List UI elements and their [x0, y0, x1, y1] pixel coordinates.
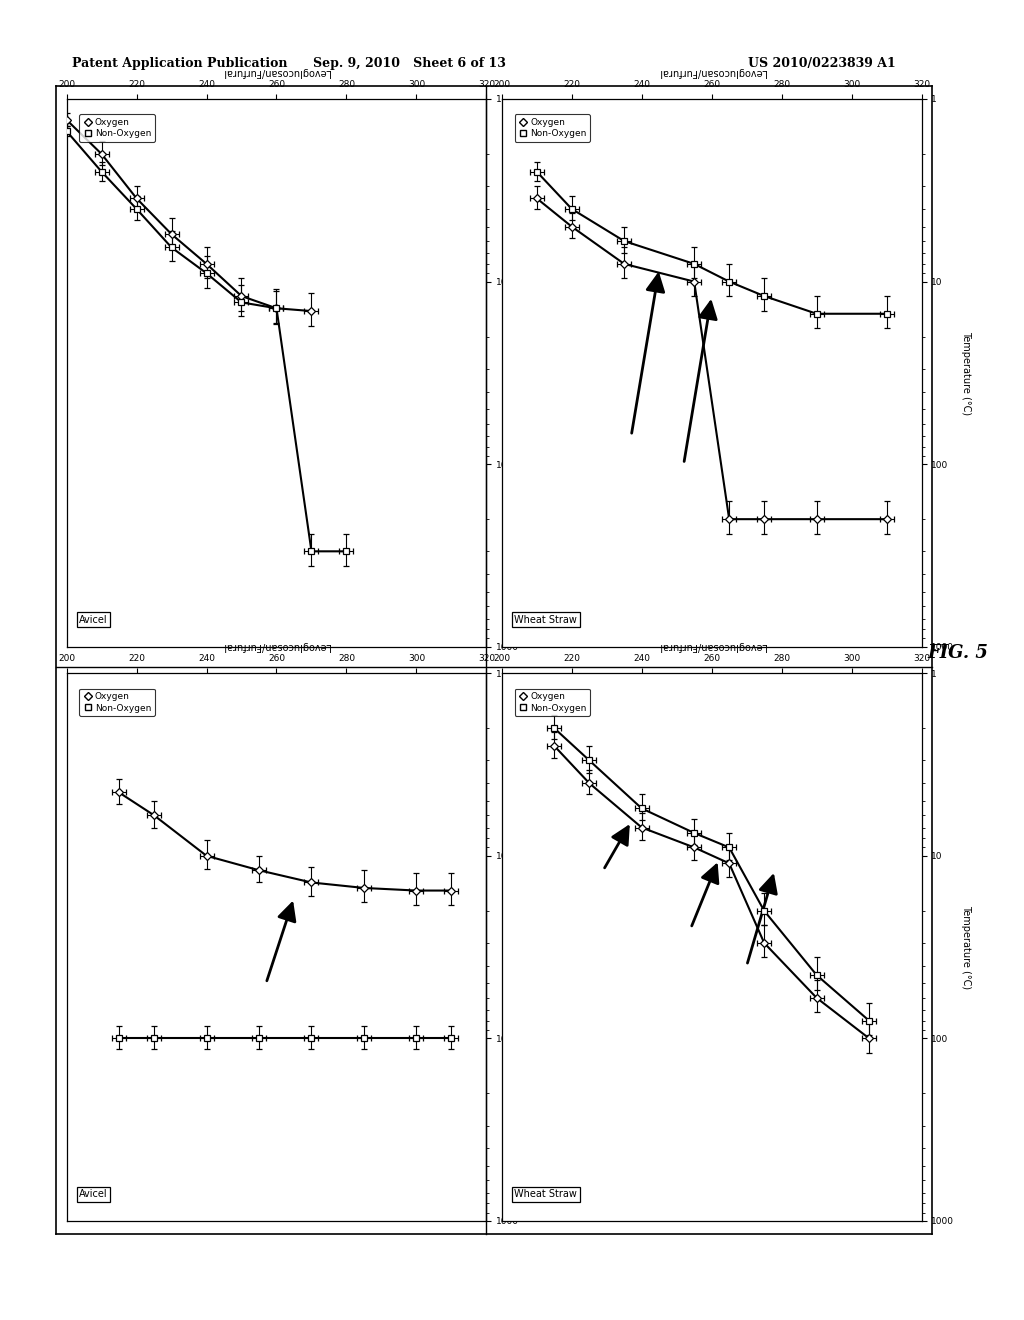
Text: Avicel: Avicel	[79, 1189, 108, 1199]
Legend: Oxygen, Non-Oxygen: Oxygen, Non-Oxygen	[80, 115, 155, 143]
Y-axis label: Temperature (°C): Temperature (°C)	[525, 906, 536, 989]
Y-axis label: Temperature (°C): Temperature (°C)	[961, 331, 971, 414]
Text: Wheat Straw: Wheat Straw	[514, 615, 578, 624]
Text: US 2010/0223839 A1: US 2010/0223839 A1	[748, 57, 895, 70]
Legend: Oxygen, Non-Oxygen: Oxygen, Non-Oxygen	[80, 689, 155, 717]
X-axis label: Levoglucosan/Furfural: Levoglucosan/Furfural	[657, 642, 766, 651]
Text: Avicel: Avicel	[79, 615, 108, 624]
Text: Sep. 9, 2010   Sheet 6 of 13: Sep. 9, 2010 Sheet 6 of 13	[313, 57, 506, 70]
Text: FIG. 5: FIG. 5	[927, 644, 988, 663]
Y-axis label: Temperature (°C): Temperature (°C)	[525, 331, 536, 414]
X-axis label: Levoglucosan/Furfural: Levoglucosan/Furfural	[222, 642, 331, 651]
Legend: Oxygen, Non-Oxygen: Oxygen, Non-Oxygen	[515, 689, 590, 717]
Legend: Oxygen, Non-Oxygen: Oxygen, Non-Oxygen	[515, 115, 590, 143]
Text: Wheat Straw: Wheat Straw	[514, 1189, 578, 1199]
Text: Patent Application Publication: Patent Application Publication	[72, 57, 287, 70]
X-axis label: Levoglucosan/Furfural: Levoglucosan/Furfural	[657, 67, 766, 77]
X-axis label: Levoglucosan/Furfural: Levoglucosan/Furfural	[222, 67, 331, 77]
Y-axis label: Temperature (°C): Temperature (°C)	[961, 906, 971, 989]
